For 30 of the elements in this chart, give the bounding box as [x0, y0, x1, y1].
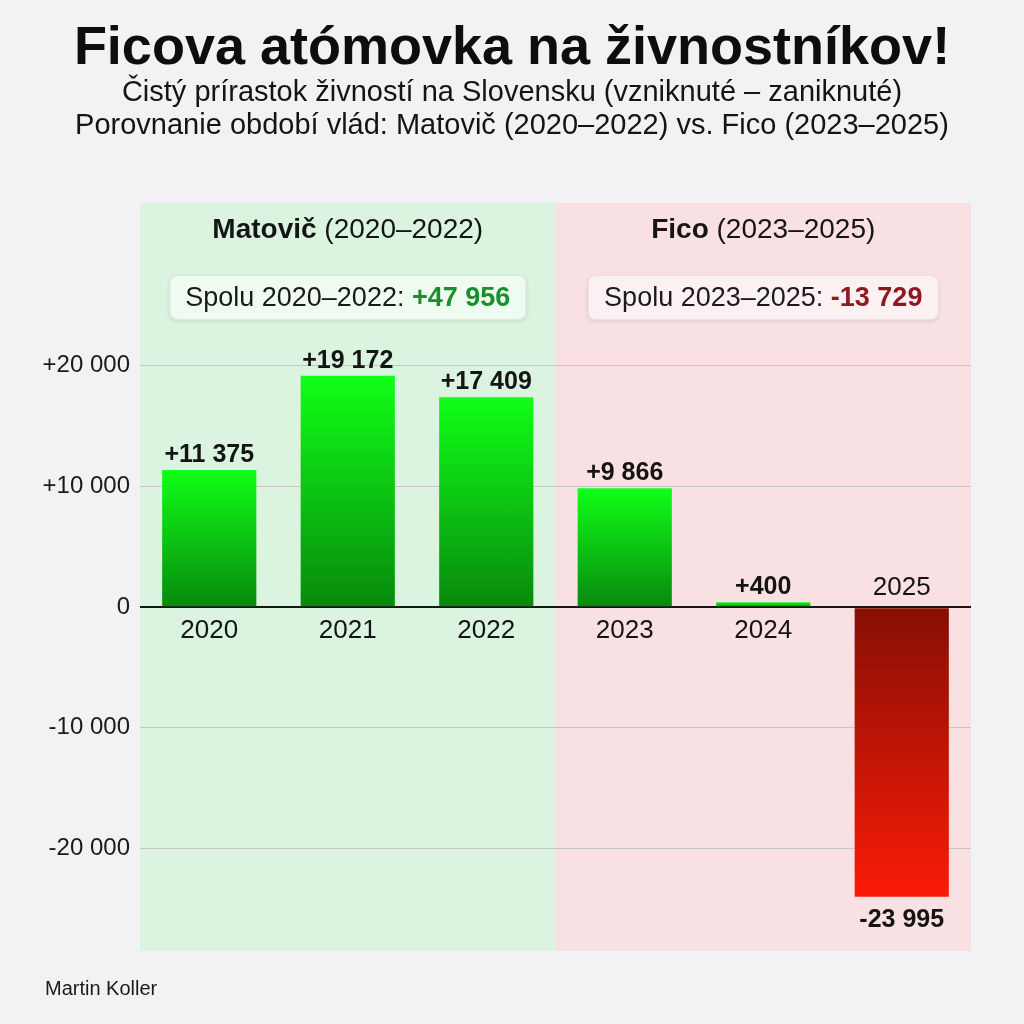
- x-tick-label: 2024: [734, 614, 793, 645]
- data-label: -23 995: [859, 904, 945, 933]
- band-label: Matovič (2020–2022): [212, 212, 484, 244]
- y-tick-label: -20 000: [48, 833, 130, 861]
- data-label: +400: [735, 571, 792, 600]
- data-label: +17 409: [440, 366, 532, 395]
- bar: [577, 488, 672, 607]
- annotation: Spolu 2020–2022: +47 956: [185, 282, 511, 312]
- y-tick-label: -10 000: [48, 712, 130, 740]
- bar: [300, 375, 395, 607]
- y-tick-label: 0: [116, 591, 130, 619]
- x-tick-label: 2025: [872, 571, 931, 602]
- x-tick-label: 2023: [595, 614, 654, 645]
- y-tick-label: +10 000: [42, 471, 130, 499]
- x-tick-label: 2020: [180, 614, 239, 645]
- band-label: Fico (2023–2025): [651, 212, 876, 244]
- x-tick-label: 2022: [457, 614, 516, 645]
- annotation: Spolu 2023–2025: -13 729: [604, 282, 923, 312]
- bar: [716, 602, 811, 607]
- data-label: +9 866: [586, 457, 664, 486]
- x-tick-label: 2021: [318, 614, 377, 645]
- y-tick-label: +20 000: [42, 350, 130, 378]
- chart-subtitle: Čistý prírastok živností na Slovensku (vzniknuté – zaniknuté) Porovnanie období vlád: Matovič (2020–2022) vs. Fico (2023–2025): [74, 75, 950, 141]
- data-label: +19 172: [302, 344, 394, 373]
- text: Martin Koller: [45, 976, 158, 1000]
- bar: [162, 469, 257, 607]
- bar: [854, 608, 949, 897]
- chart-title: Ficova atómovka na živnostníkov!: [72, 14, 952, 75]
- bar: [439, 397, 534, 607]
- data-label: +11 375: [164, 438, 255, 467]
